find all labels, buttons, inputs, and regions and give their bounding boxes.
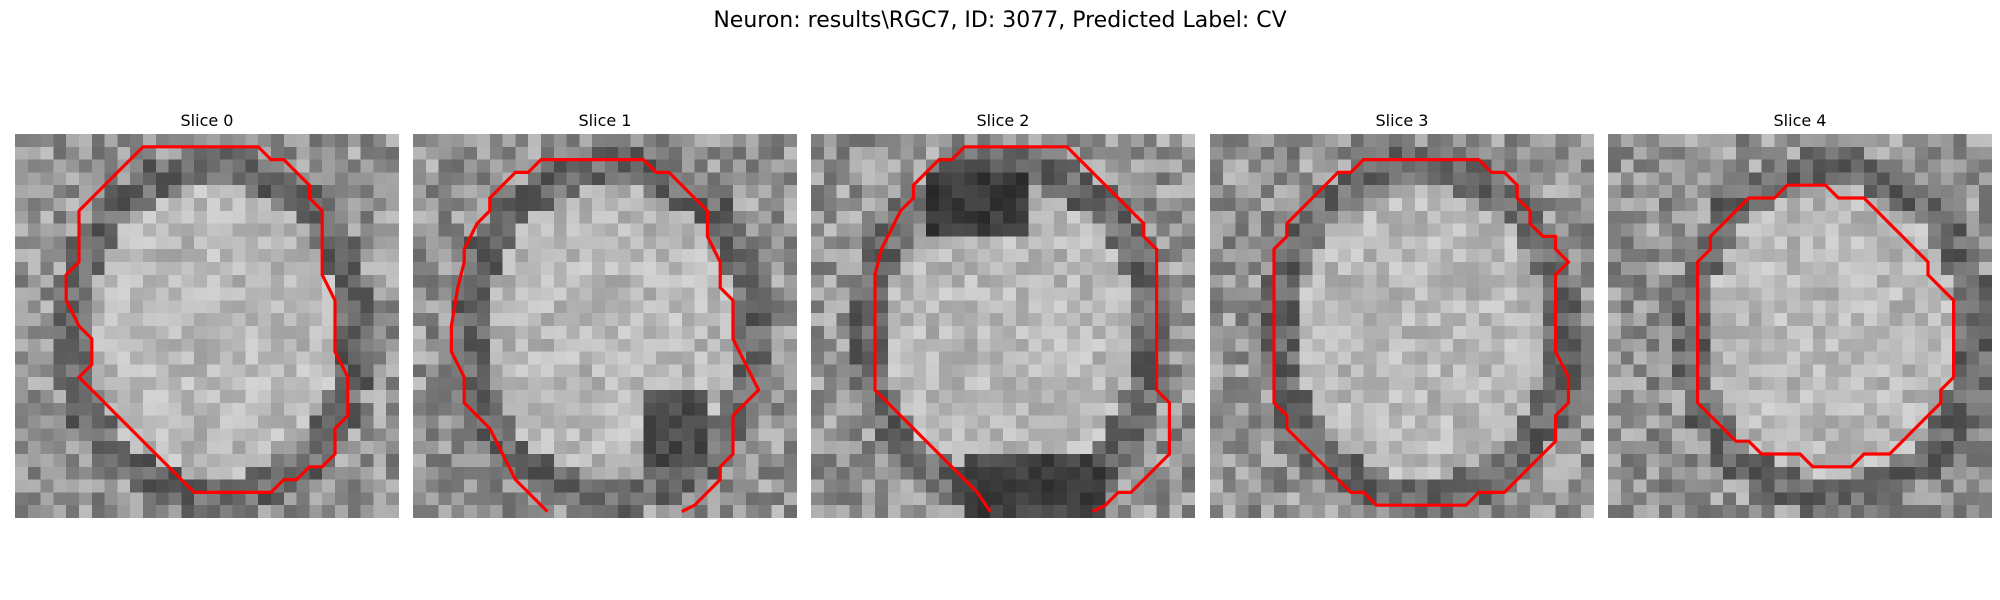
slice-panel-1: Slice 1: [413, 108, 797, 518]
cell-contour: [1272, 158, 1571, 507]
slice-title: Slice 0: [180, 111, 234, 130]
cell-contour: [449, 158, 761, 514]
slice-title: Slice 2: [976, 111, 1030, 130]
slice-panel-0: Slice 0: [15, 108, 399, 518]
slice-title: Slice 4: [1773, 111, 1827, 130]
slice-title: Slice 3: [1375, 111, 1429, 130]
figure-title: Neuron: results\RGC7, ID: 3077, Predicte…: [713, 8, 1287, 33]
slice-title: Slice 1: [578, 111, 632, 130]
slice-panel-4: Slice 4: [1608, 108, 1992, 518]
slice-panel-2: Slice 2: [811, 108, 1195, 518]
cell-contour: [873, 145, 1171, 514]
cell-contour: [64, 145, 350, 494]
slice-panel-3: Slice 3: [1210, 108, 1594, 518]
cell-contour: [1696, 183, 1956, 469]
